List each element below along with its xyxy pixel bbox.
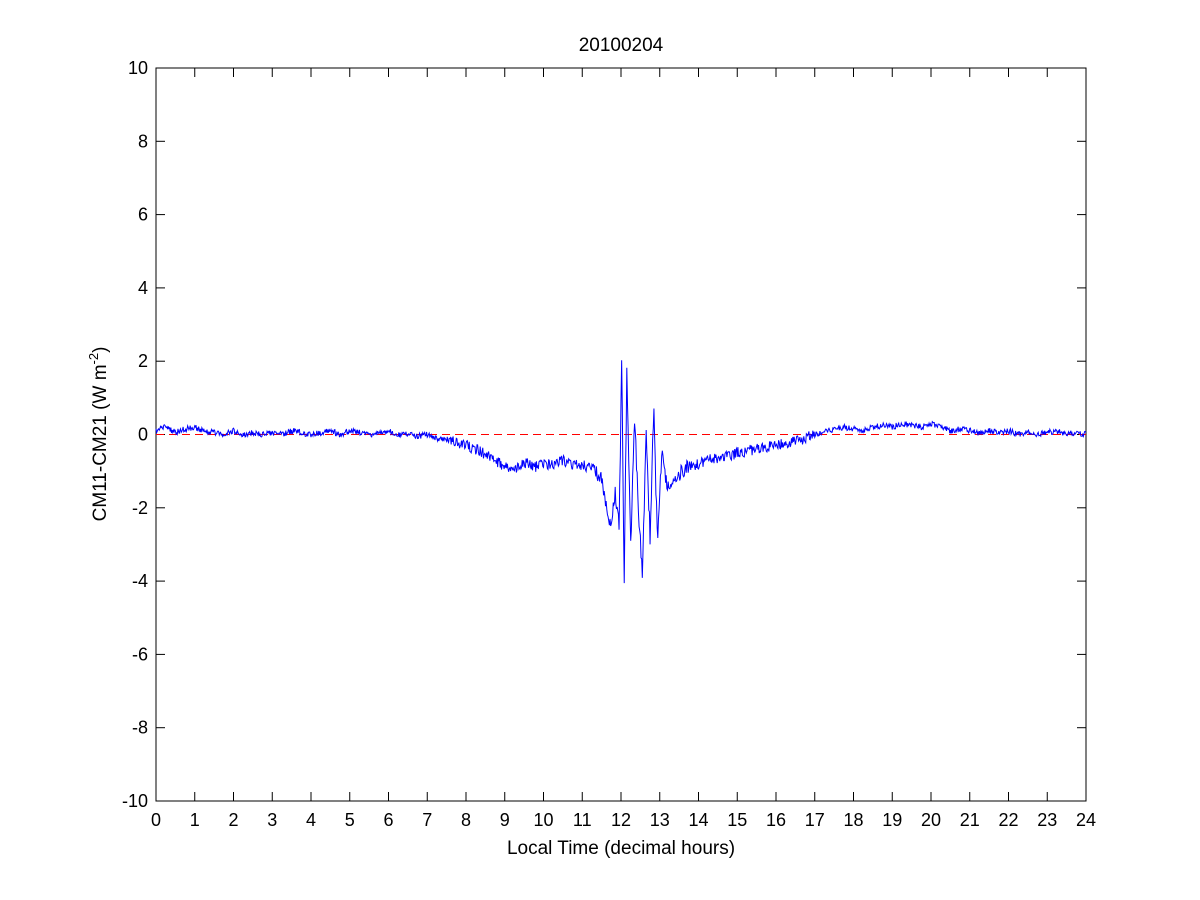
x-tick-label: 15 — [727, 810, 747, 830]
x-tick-label: 10 — [533, 810, 553, 830]
y-tick-label: -2 — [132, 498, 148, 518]
y-tick-label: 4 — [138, 278, 148, 298]
x-axis-label: Local Time (decimal hours) — [507, 838, 735, 859]
y-tick-label: -8 — [132, 718, 148, 738]
x-tick-label: 5 — [345, 810, 355, 830]
x-tick-label: 1 — [190, 810, 200, 830]
y-axis-label: CM11-CM21 (W m-2) — [86, 347, 111, 522]
y-tick-label: -6 — [132, 644, 148, 664]
y-tick-label: -10 — [122, 791, 148, 811]
x-tick-label: 16 — [766, 810, 786, 830]
x-tick-label: 7 — [422, 810, 432, 830]
x-tick-label: 12 — [611, 810, 631, 830]
y-tick-label: -4 — [132, 571, 148, 591]
y-tick-label: 10 — [128, 58, 148, 78]
x-tick-label: 2 — [228, 810, 238, 830]
x-tick-label: 22 — [998, 810, 1018, 830]
x-tick-label: 17 — [805, 810, 825, 830]
y-tick-label: 0 — [138, 425, 148, 445]
series-line — [155, 360, 1087, 584]
x-tick-label: 8 — [461, 810, 471, 830]
y-tick-label: 6 — [138, 205, 148, 225]
x-tick-label: 24 — [1076, 810, 1096, 830]
x-tick-label: 11 — [573, 810, 592, 830]
axis-ticks — [155, 67, 1087, 802]
x-tick-label: 20 — [921, 810, 941, 830]
x-tick-label: 23 — [1037, 810, 1057, 830]
y-axis-label-suffix: ) — [90, 347, 111, 353]
x-tick-label: 19 — [882, 810, 902, 830]
x-tick-label: 0 — [151, 810, 161, 830]
axis-tick-labels: 0 1 2 3 4 5 6 7 8 9 10 11 12 13 14 15 16 17 18 19 20 21 22 23 24… — [122, 58, 1096, 830]
plot-content — [155, 360, 1087, 584]
x-tick-label: 4 — [306, 810, 316, 830]
x-tick-label: 18 — [843, 810, 863, 830]
y-axis-label-main: CM11-CM21 (W m — [90, 364, 111, 521]
y-tick-label: 2 — [138, 351, 148, 371]
y-tick-label: 8 — [138, 131, 148, 151]
x-tick-label: 6 — [383, 810, 393, 830]
y-axis-label-superscript: -2 — [86, 353, 101, 365]
x-tick-label: 21 — [960, 810, 980, 830]
x-tick-label: 9 — [500, 810, 510, 830]
x-tick-label: 14 — [688, 810, 708, 830]
chart-title: 20100204 — [579, 35, 664, 56]
x-tick-label: 13 — [650, 810, 670, 830]
x-tick-label: 3 — [267, 810, 277, 830]
